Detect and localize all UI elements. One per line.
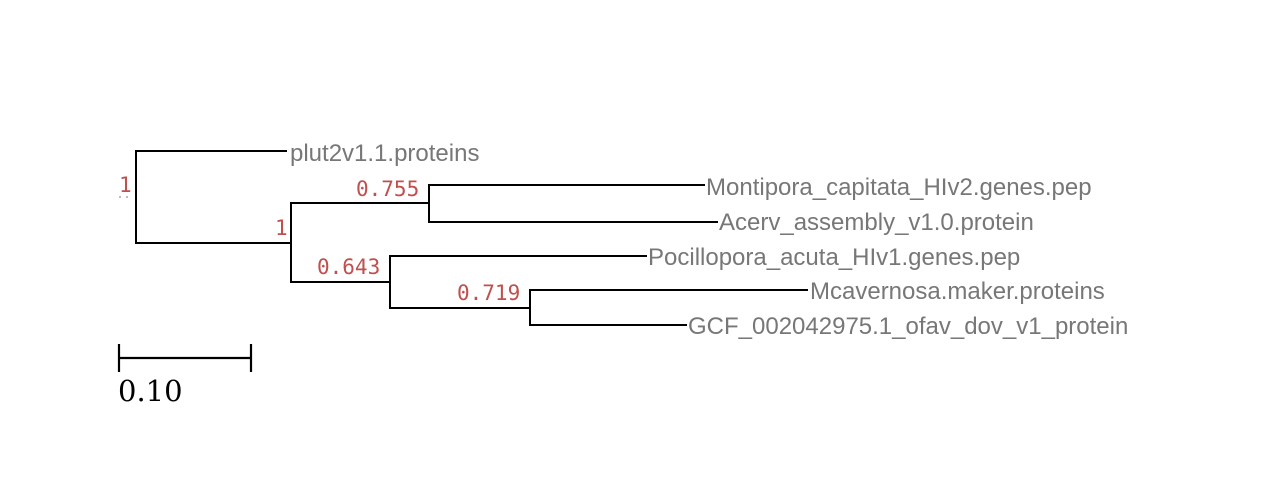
tip-label-montipora: Montipora_capitata_HIv2.genes.pep — [706, 174, 1092, 201]
root-marker-dot — [119, 196, 121, 198]
tip-label-pocillopora: Pocillopora_acuta_HIv1.genes.pep — [648, 244, 1020, 271]
support-label-inner-node: 1 — [275, 216, 288, 240]
tip-labels: plut2v1.1.proteins Montipora_capitata_HI… — [290, 140, 1128, 340]
root-marker-dot — [126, 196, 128, 198]
tip-label-ofav: GCF_002042975.1_ofav_dov_v1_protein — [688, 313, 1128, 340]
scale-bar-label: 0.10 — [118, 374, 183, 408]
support-label-montipora-acerv: 0.755 — [356, 177, 419, 201]
tip-label-plut2v1: plut2v1.1.proteins — [290, 140, 479, 167]
tip-label-mcavernosa: Mcavernosa.maker.proteins — [810, 278, 1105, 305]
support-labels: 1 1 0.755 0.643 0.719 — [119, 173, 520, 305]
scale-bar: 0.10 — [117, 344, 253, 408]
support-label-pocillopora-clade: 0.643 — [317, 255, 380, 279]
tip-label-acerv: Acerv_assembly_v1.0.protein — [719, 209, 1034, 236]
support-label-mcav-ofav: 0.719 — [457, 281, 520, 305]
tree-branches — [135, 150, 808, 326]
support-label-root: 1 — [119, 173, 132, 197]
